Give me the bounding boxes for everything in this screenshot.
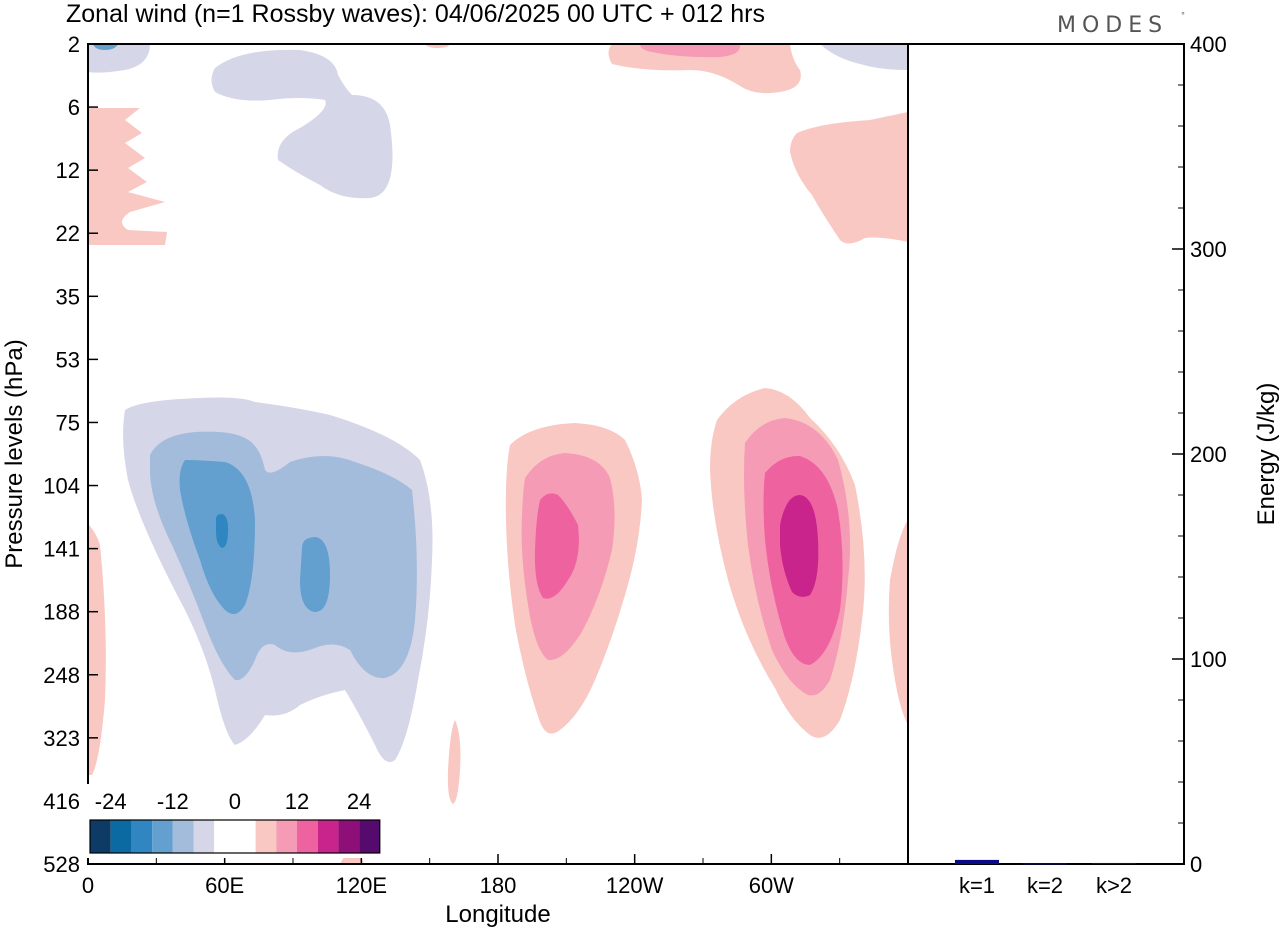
contour-neg-upper-left: [88, 44, 150, 73]
colorbar-cell: [276, 820, 297, 853]
longitude-axis: 0 60E 120E 180 120W 60W: [82, 854, 841, 898]
energy-bar: [955, 859, 999, 864]
colorbar-cell: [234, 820, 256, 853]
x-tick-label: 120E: [336, 873, 387, 898]
energy-axis: 0 100 200 300 400: [1172, 32, 1227, 877]
y-tick-label: 323: [43, 726, 80, 751]
colorbar-cell: [172, 820, 194, 853]
logo-mark: °: [1181, 11, 1185, 20]
x-tick-label: 60E: [205, 873, 244, 898]
y-tick-label: 53: [56, 347, 80, 372]
contour-pos-right-edge: [888, 520, 908, 725]
energy-tick-label: 0: [1190, 852, 1202, 877]
energy-bars: [955, 859, 1136, 865]
energy-tick-label: 400: [1190, 32, 1227, 57]
contour-pos-wave2-core: [780, 495, 819, 597]
energy-category-label: k>2: [1096, 873, 1132, 898]
contour-pos-small-spot: [447, 720, 461, 804]
colorbar-cell: [110, 820, 132, 853]
contour-pos-wave1-inner: [534, 493, 579, 599]
chart-title: Zonal wind (n=1 Rossby waves): 04/06/202…: [66, 0, 765, 28]
colorbar-label: -12: [157, 789, 189, 814]
modes-logo: MODES: [1057, 13, 1168, 38]
colorbar-cell: [359, 820, 380, 853]
y-axis-label: Pressure levels (hPa): [1, 339, 28, 568]
colorbar-label: 12: [285, 789, 309, 814]
pressure-axis: 2 6 12 22 35 53 75 104 141 188 248 323 416 528: [43, 32, 98, 877]
colorbar-cells: [89, 819, 381, 854]
colorbar-label: 24: [347, 789, 371, 814]
y-tick-label: 141: [43, 537, 80, 562]
y-tick-label: 6: [68, 95, 80, 120]
contour-pos-top-center-inner: [640, 44, 741, 58]
y-tick-label: 104: [43, 474, 80, 499]
contour-neg-lower-core: [216, 514, 229, 548]
y-tick-label: 188: [43, 600, 80, 625]
contour-neg-lower-inner-right: [300, 537, 330, 612]
contour-pos-left-edge: [88, 524, 106, 775]
wavenumber-axis: k=1 k=2 k>2: [959, 873, 1132, 898]
colorbar-label: 0: [229, 789, 241, 814]
y-tick-label: 35: [56, 284, 80, 309]
energy-tick-label: 300: [1190, 237, 1227, 262]
y-tick-label: 2: [68, 32, 80, 57]
contour-neg-upper-right: [820, 44, 908, 70]
energy-tick-label: 100: [1190, 647, 1227, 672]
y-tick-label: 22: [56, 221, 80, 246]
colorbar-legend: -24 -12 0 12 24: [84, 784, 384, 858]
y-tick-label: 12: [56, 158, 80, 183]
energy-category-label: k=1: [959, 873, 995, 898]
energy-panel-frame: [907, 43, 1185, 865]
colorbar-cell: [214, 820, 235, 853]
x-tick-label: 180: [480, 873, 517, 898]
energy-bar: [1023, 863, 1067, 865]
colorbar-cell: [152, 820, 173, 853]
energy-bar: [1092, 862, 1136, 864]
y-tick-label: 416: [43, 789, 80, 814]
contour-neg-upper-center: [211, 49, 393, 199]
colorbar-cell: [90, 820, 111, 853]
y-tick-label: 75: [56, 410, 80, 435]
energy-category-label: k=2: [1027, 873, 1063, 898]
x-axis-label: Longitude: [445, 901, 550, 928]
colorbar-cell: [193, 820, 215, 853]
y-tick-label: 528: [43, 852, 80, 877]
colorbar-label: -24: [95, 789, 127, 814]
energy-tick-label: 200: [1190, 442, 1227, 467]
colorbar-cell: [255, 820, 277, 853]
colorbar-cell: [131, 820, 153, 853]
colorbar-cell: [338, 820, 360, 853]
x-tick-label: 0: [82, 873, 94, 898]
contour-pos-upper-right: [790, 112, 908, 244]
energy-axis-label: Energy (J/kg): [1253, 383, 1280, 526]
x-tick-label: 60W: [749, 873, 794, 898]
contour-pos-upper-left: [88, 108, 167, 245]
colorbar-labels: -24 -12 0 12 24: [95, 789, 372, 814]
colorbar-frame: [89, 819, 381, 854]
colorbar-cell: [297, 820, 318, 853]
y-tick-label: 248: [43, 663, 80, 688]
energy-panel: 0 100 200 300 400 k=1 k=2 k>2 Energy (J/kg): [907, 32, 1280, 898]
colorbar-cell: [317, 820, 339, 853]
x-tick-label: 120W: [606, 873, 664, 898]
contour-neg-top-spot: [93, 44, 118, 50]
contour-pos-top-center: [608, 44, 801, 94]
contour-plot: [88, 44, 908, 864]
